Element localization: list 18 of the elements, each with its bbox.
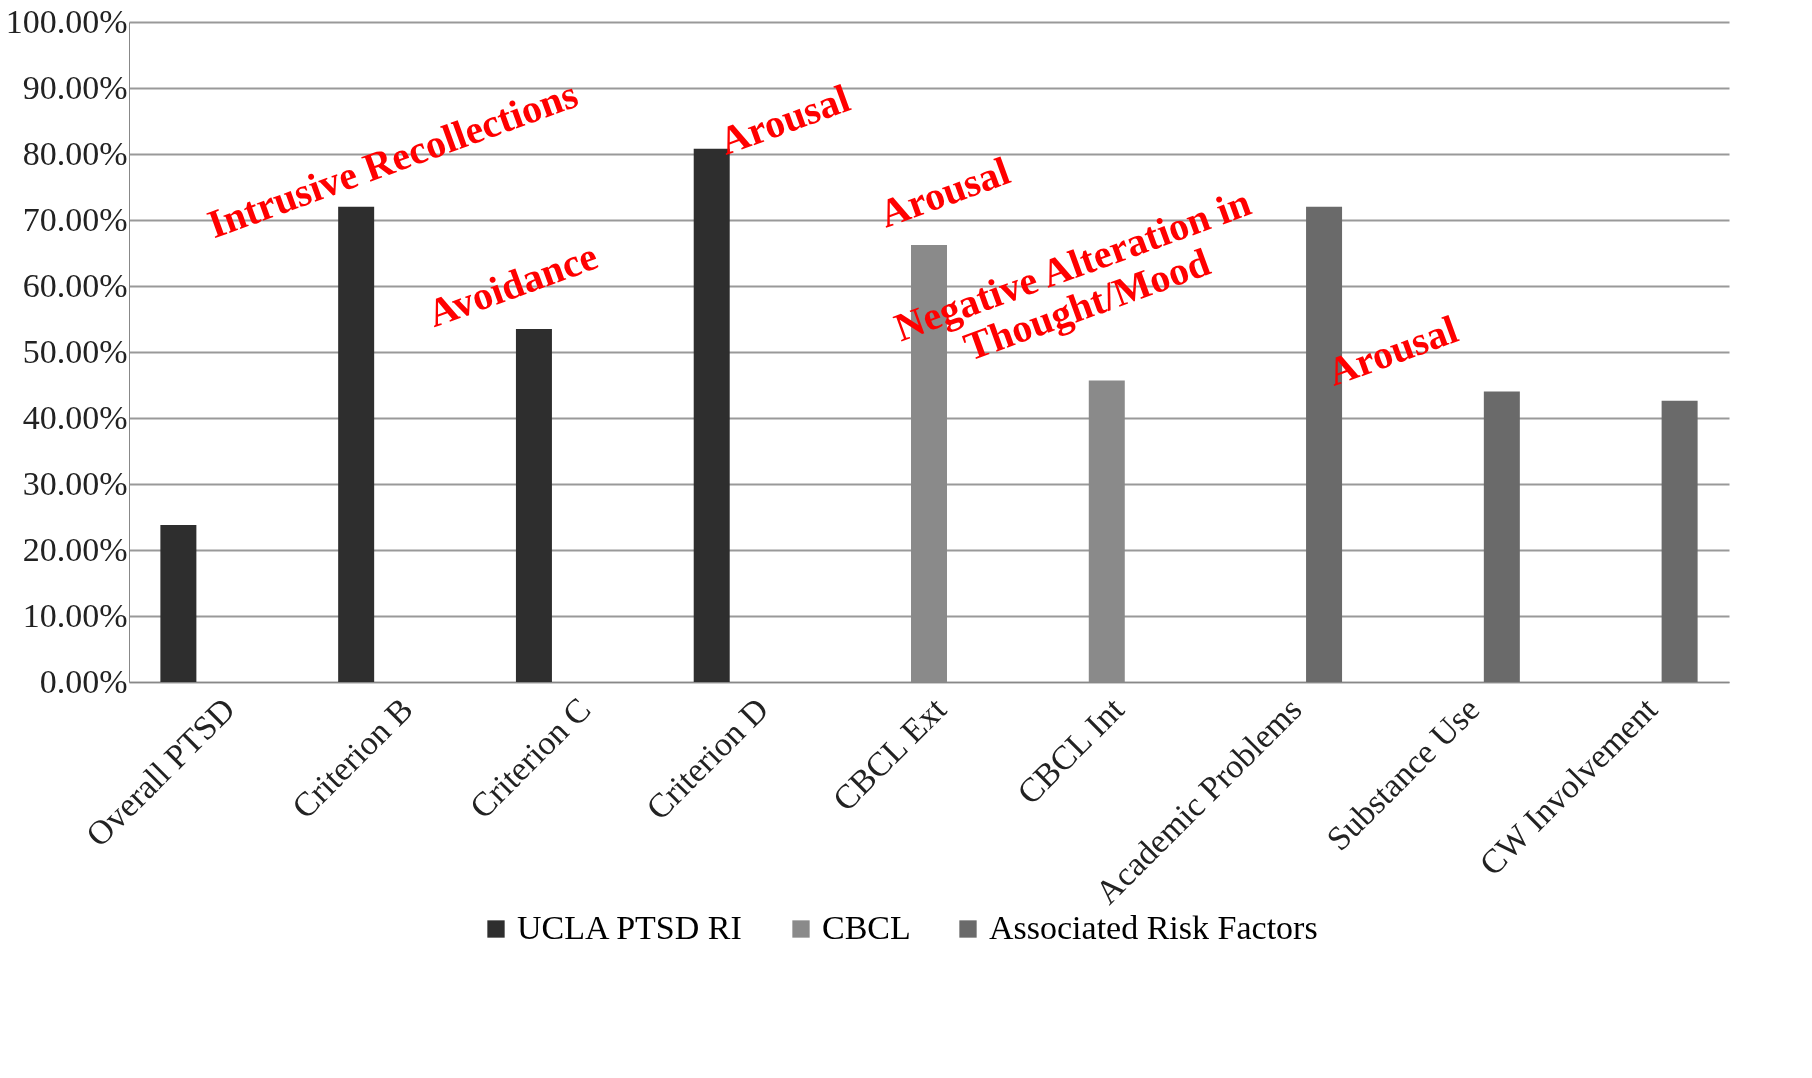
y-tick-label: 20.00%	[22, 530, 128, 568]
legend-label: CBCL	[822, 909, 911, 946]
y-tick-label: 100.00%	[5, 2, 128, 40]
y-tick-label: 90.00%	[22, 68, 128, 106]
y-tick-label: 10.00%	[22, 596, 128, 634]
y-tick-label: 80.00%	[22, 134, 128, 172]
y-tick-label: 60.00%	[22, 266, 128, 304]
legend-label: Associated Risk Factors	[989, 909, 1318, 946]
bar	[160, 524, 197, 682]
y-tick-label: 50.00%	[22, 332, 128, 370]
bar	[1661, 400, 1698, 682]
y-tick-label: 30.00%	[22, 464, 128, 502]
bar	[1483, 391, 1520, 682]
y-tick-label: 70.00%	[22, 200, 128, 238]
bar	[515, 328, 552, 682]
y-tick-label: 40.00%	[22, 398, 128, 436]
legend-label: UCLA PTSD RI	[517, 909, 742, 946]
y-tick-label: 0.00%	[39, 662, 128, 700]
